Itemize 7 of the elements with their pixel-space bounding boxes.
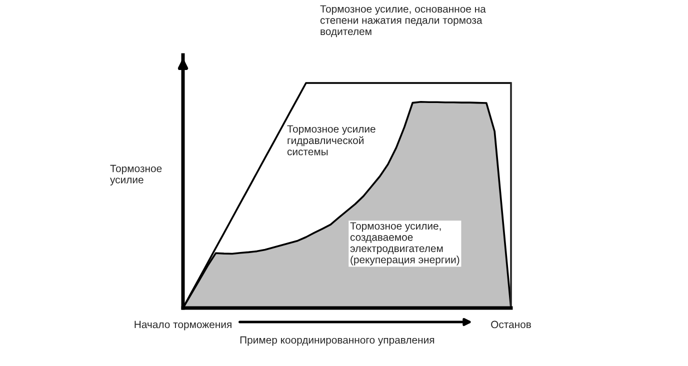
x-tick-label: Останов — [491, 320, 531, 328]
annotation: Тормозное усилие гидравлической системы — [287, 125, 376, 156]
y-axis-title: Тормозное усилие — [110, 164, 162, 186]
text: Тормозное усилие, основанное на степени нажатия педали тормоза водителем — [320, 5, 486, 38]
x-axis-title: Пример координированного управления — [240, 336, 434, 346]
annotation: Тормозное усилие, создаваемое электродвигателем (рекуперация энергии) — [350, 222, 460, 266]
x-tick-label: Начало торможения — [134, 320, 232, 330]
